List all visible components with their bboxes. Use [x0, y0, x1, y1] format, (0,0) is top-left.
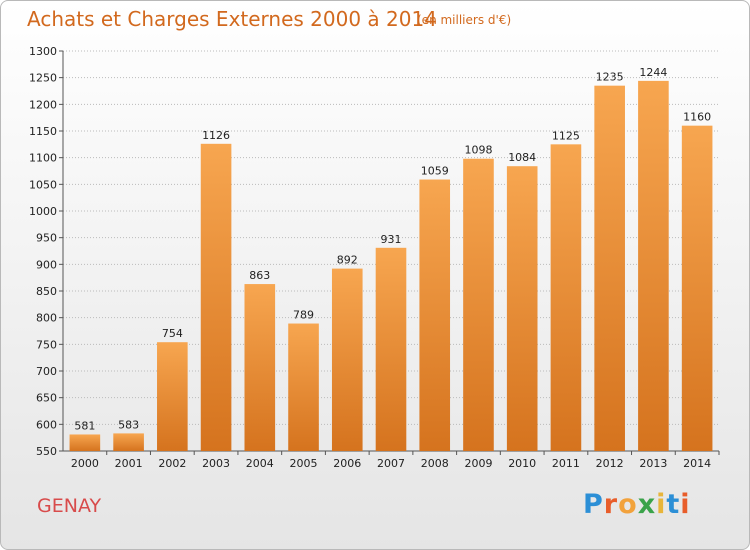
bar: [375, 247, 407, 451]
bars: [69, 80, 713, 452]
y-tick-label: 700: [36, 365, 57, 378]
bar: [244, 284, 276, 451]
x-tick-label: 2013: [639, 457, 667, 470]
bar: [638, 80, 669, 451]
x-tick-label: 2004: [246, 457, 274, 470]
y-tick-label: 1200: [29, 98, 57, 111]
logo-letter: r: [603, 489, 619, 520]
labels: 550 600 650 700 750 800 850 900 950 1000 1050 1100 1…: [29, 45, 711, 470]
x-tick-label: 2010: [508, 457, 536, 470]
y-tick-label: 650: [36, 392, 57, 405]
x-tick-label: 2009: [464, 457, 492, 470]
bar: [419, 179, 451, 452]
bar: [113, 433, 144, 451]
bar: [506, 166, 538, 451]
x-tick-label: 2001: [115, 457, 143, 470]
y-tick-label: 1300: [29, 45, 57, 58]
bar-value-label: 1244: [639, 66, 667, 79]
y-tick-label: 900: [36, 258, 57, 271]
bar-value-label: 892: [337, 254, 358, 267]
bar: [550, 144, 582, 452]
bar-value-label: 1125: [552, 129, 580, 142]
y-tick-label: 1150: [29, 125, 57, 138]
bar: [69, 434, 101, 451]
y-tick-label: 800: [36, 312, 57, 325]
bar-value-label: 863: [249, 269, 270, 282]
y-tick-label: 1000: [29, 205, 57, 218]
bar-value-label: 581: [74, 419, 95, 432]
bar: [157, 342, 188, 451]
x-tick-label: 2003: [202, 457, 230, 470]
bar-value-label: 754: [162, 327, 183, 340]
bar-value-label: 1059: [421, 165, 449, 178]
bar-value-label: 931: [381, 233, 402, 246]
bar-value-label: 1235: [596, 71, 624, 84]
proxiti-logo: Proxiti: [583, 489, 691, 520]
bar: [331, 268, 363, 451]
bar-value-label: 583: [118, 418, 139, 431]
x-tick-label: 2007: [377, 457, 405, 470]
chart-subtitle: (en milliers d'€): [417, 13, 512, 27]
y-tick-label: 750: [36, 338, 57, 351]
y-tick-label: 850: [36, 285, 57, 298]
logo-letter: i: [656, 489, 667, 520]
bar: [288, 323, 319, 451]
chart-title: Achats et Charges Externes 2000 à 2014: [27, 7, 437, 31]
logo-letter: i: [680, 489, 691, 520]
x-tick-label: 2011: [552, 457, 580, 470]
y-tick-label: 1100: [29, 152, 57, 165]
logo-letter: t: [666, 489, 681, 520]
bar: [594, 85, 625, 452]
y-tick-label: 1250: [29, 72, 57, 85]
bar-value-label: 1098: [464, 144, 492, 157]
y-tick-label: 950: [36, 232, 57, 245]
bar: [681, 125, 713, 452]
city-name: GENAY: [37, 495, 102, 517]
y-tick-label: 600: [36, 418, 57, 431]
x-tick-label: 2000: [71, 457, 99, 470]
logo-letter: x: [637, 489, 657, 520]
y-tick-label: 550: [36, 445, 57, 458]
bar-value-label: 1126: [202, 129, 230, 142]
bar: [200, 143, 232, 452]
x-tick-label: 2008: [421, 457, 449, 470]
x-tick-label: 2002: [158, 457, 186, 470]
bar-value-label: 1160: [683, 111, 711, 124]
x-tick-label: 2012: [596, 457, 624, 470]
bar-value-label: 1084: [508, 151, 536, 164]
y-tick-label: 1050: [29, 178, 57, 191]
bar: [463, 158, 494, 451]
logo-letter: P: [583, 489, 604, 520]
logo-letter: o: [618, 489, 638, 520]
bar-value-label: 789: [293, 309, 314, 322]
x-tick-label: 2006: [333, 457, 361, 470]
x-tick-label: 2014: [683, 457, 711, 470]
x-tick-label: 2005: [290, 457, 318, 470]
